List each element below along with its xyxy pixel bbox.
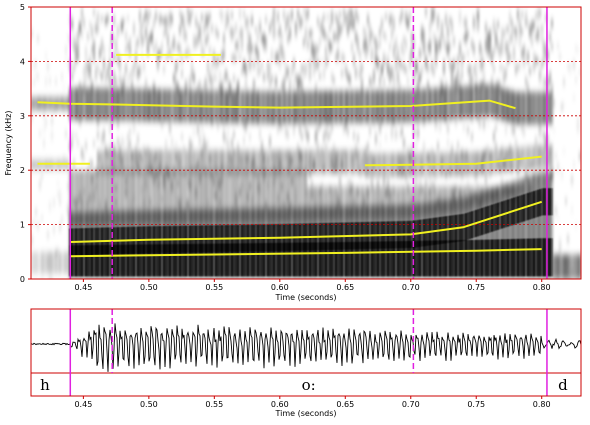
x-tick-label: 0.60	[271, 400, 289, 409]
y-tick-label: 3	[20, 112, 25, 121]
x-tick-label: 0.50	[140, 283, 158, 292]
x-tick-label: 0.60	[271, 283, 289, 292]
y-tick-label: 5	[20, 3, 25, 12]
x-tick-label: 0.75	[467, 283, 485, 292]
x-tick-label: 0.70	[402, 283, 420, 292]
waveform-panel: h o: d 0.45 0.50 0.55 0.60 0.65 0.70 0.75 0.80 Ti…	[30, 308, 582, 418]
segment-label: h	[40, 376, 50, 394]
spectrogram-frame	[30, 6, 582, 280]
formant-track	[37, 99, 516, 110]
waveform-line	[31, 323, 581, 372]
waveform-xlabel: Time (seconds)	[274, 409, 336, 418]
spectrogram-ylabel: Frequency (kHz)	[4, 111, 13, 176]
x-tick-label: 0.55	[205, 283, 223, 292]
y-tick-label: 0	[20, 275, 25, 284]
x-tick-label: 0.50	[140, 400, 158, 409]
segment-label: d	[558, 376, 568, 394]
y-tick-label: 2	[20, 166, 25, 175]
x-tick-label: 0.80	[533, 400, 551, 409]
x-tick-label: 0.80	[533, 283, 551, 292]
segment-labels: h o: d	[40, 376, 568, 394]
formant-track	[70, 248, 542, 258]
spectrogram-boundaries	[69, 7, 548, 279]
x-tick-label: 0.45	[74, 400, 92, 409]
spectrogram-time-axis: 0.45 0.50 0.55 0.60 0.65 0.70 0.75 0.80	[74, 279, 551, 292]
waveform-time-axis: 0.45 0.50 0.55 0.60 0.65 0.70 0.75 0.80	[74, 396, 551, 409]
y-tick-label: 1	[20, 221, 25, 230]
x-tick-label: 0.65	[336, 283, 354, 292]
formant-tracks	[37, 53, 543, 258]
waveform-frame	[30, 308, 582, 397]
x-tick-label: 0.65	[336, 400, 354, 409]
spectrogram-xlabel: Time (seconds)	[274, 293, 336, 302]
segment-label: o:	[302, 376, 316, 394]
x-tick-label: 0.55	[205, 400, 223, 409]
waveform-trace	[31, 323, 581, 372]
x-tick-label: 0.75	[467, 400, 485, 409]
waveform-boundaries	[69, 309, 548, 396]
x-tick-label: 0.70	[402, 400, 420, 409]
frequency-axis: 0 1 2 3 4 5	[20, 3, 31, 284]
formant-track	[70, 200, 543, 243]
x-tick-label: 0.45	[74, 283, 92, 292]
formant-track	[364, 155, 542, 167]
y-tick-label: 4	[20, 57, 25, 66]
